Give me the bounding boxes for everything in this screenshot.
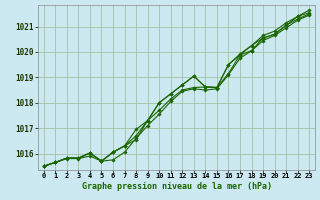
X-axis label: Graphe pression niveau de la mer (hPa): Graphe pression niveau de la mer (hPa) bbox=[82, 182, 271, 191]
